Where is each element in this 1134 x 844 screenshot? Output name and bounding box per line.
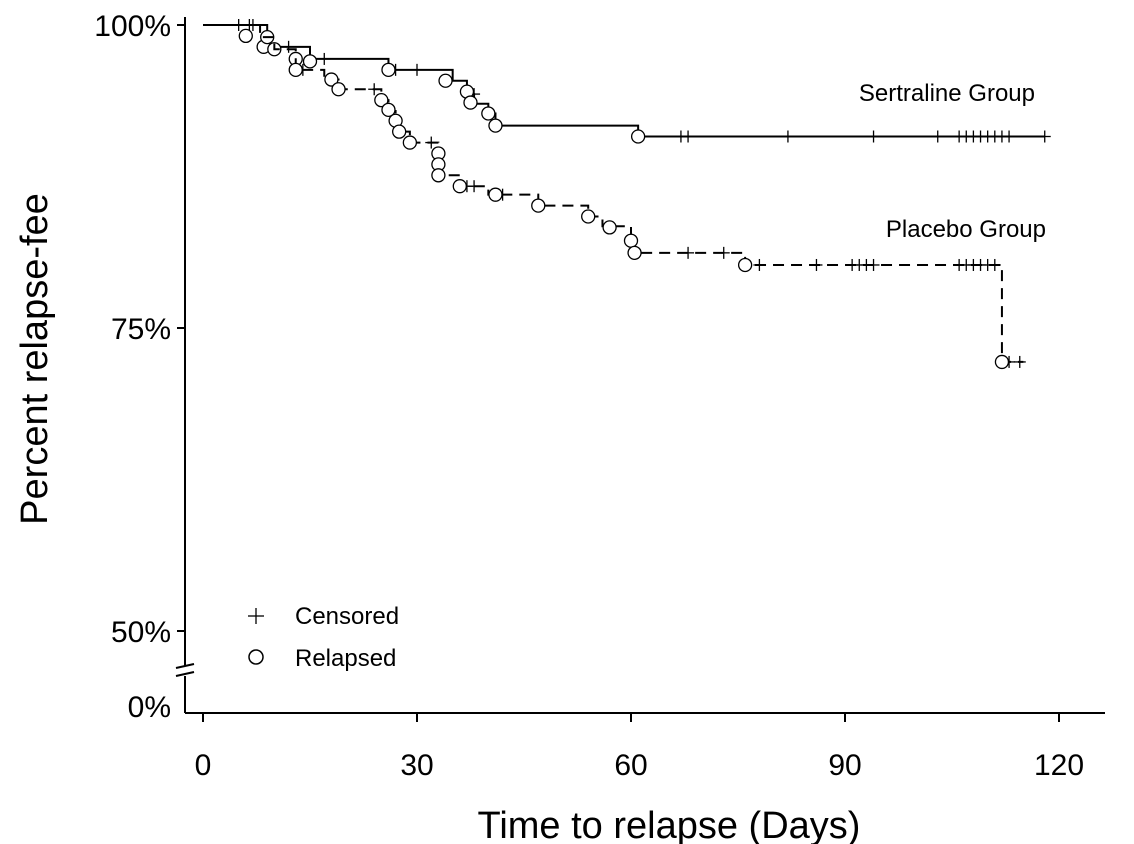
y-axis-break — [175, 663, 195, 677]
relapse-marker — [488, 187, 503, 202]
relapse-marker — [488, 118, 503, 133]
relapse-marker — [381, 62, 396, 77]
relapse-marker — [481, 106, 496, 121]
relapse-marker — [463, 95, 478, 110]
axis-break-mark — [175, 671, 195, 677]
relapse-marker — [402, 135, 418, 150]
y-break-label: 0% — [128, 691, 171, 724]
x-axis-title: Time to relapse (Days) — [478, 805, 861, 844]
y-ticks: 100% 75% 50% — [94, 10, 185, 649]
axes — [175, 17, 1105, 714]
relapse-marker — [627, 245, 642, 261]
relapsed-marker-icon — [248, 649, 264, 665]
relapse-marker — [302, 54, 318, 69]
axis-break-mark — [175, 663, 195, 669]
legend-label-censored: Censored — [295, 603, 399, 630]
censored-marker — [810, 258, 823, 271]
relapse-marker — [288, 62, 303, 77]
relapse-marker — [324, 72, 339, 87]
series-layer — [203, 19, 1051, 370]
relapse-marker — [630, 129, 646, 144]
legend-entry-relapsed: Relapsed — [248, 645, 396, 672]
relapse-marker — [452, 179, 467, 194]
censored-marker — [368, 83, 381, 96]
relapse-marker — [737, 257, 753, 273]
relapse-marker — [392, 124, 407, 139]
censored-marker — [318, 52, 331, 65]
legend-label-relapsed: Relapsed — [295, 645, 396, 672]
relapse-marker — [374, 92, 389, 108]
relapse-marker — [994, 354, 1010, 370]
y-tick-label: 75% — [111, 313, 171, 346]
censored-marker — [682, 246, 695, 259]
relapse-marker — [331, 82, 346, 97]
legend-entry-censored: Censored — [248, 603, 399, 630]
relapse-marker — [531, 198, 546, 213]
series-label-placebo: Placebo Group — [886, 216, 1046, 243]
censored-marker — [931, 130, 944, 143]
x-tick-label: 0 — [195, 749, 212, 782]
relapse-marker — [238, 28, 253, 44]
relapse-marker — [431, 168, 446, 183]
x-tick-label: 30 — [400, 749, 433, 782]
censored-marker — [781, 130, 794, 143]
x-ticks: 0 30 60 90 120 — [195, 713, 1084, 782]
x-tick-label: 90 — [828, 749, 861, 782]
x-tick-label: 60 — [614, 749, 647, 782]
censored-marker-icon — [248, 608, 264, 624]
censored-marker — [411, 63, 423, 76]
censored-marker — [468, 180, 481, 193]
censored-marker — [1003, 130, 1016, 143]
y-tick-label: 100% — [94, 10, 171, 43]
censored-marker — [1038, 130, 1051, 143]
series-label-sertraline: Sertraline Group — [859, 80, 1035, 107]
x-tick-label: 120 — [1034, 749, 1084, 782]
censored-marker — [867, 130, 880, 143]
relapse-marker — [581, 209, 596, 224]
y-axis-title: Percent relapse-fee — [14, 193, 56, 525]
legend: Censored Relapsed — [248, 603, 399, 672]
censored-marker — [717, 246, 730, 259]
series-placebo — [203, 24, 1026, 370]
censored-marker — [282, 40, 295, 53]
relapse-marker — [381, 102, 396, 117]
censored-marker — [988, 258, 1001, 271]
relapse-marker — [602, 220, 617, 235]
censored-marker — [867, 258, 880, 271]
censored-marker — [425, 136, 438, 149]
censored-marker — [682, 130, 695, 143]
y-tick-label: 50% — [111, 616, 171, 649]
relapse-marker — [438, 73, 453, 88]
censored-marker — [1013, 355, 1026, 368]
censored-marker — [753, 258, 766, 271]
relapse-marker — [623, 233, 639, 248]
